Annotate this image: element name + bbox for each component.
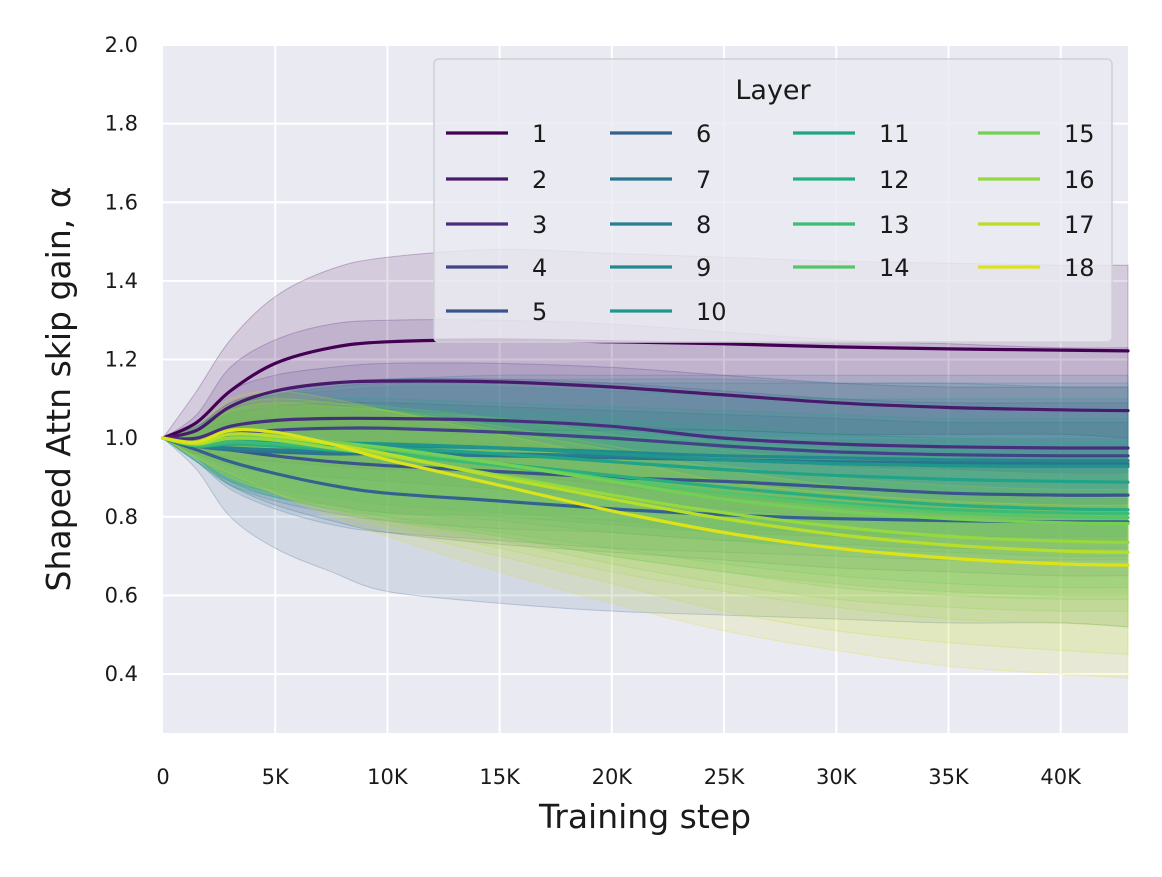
x-tick-label: 40K xyxy=(1040,765,1082,789)
x-tick-label: 25K xyxy=(704,765,746,789)
x-tick-labels: 0 5K 10K 15K 20K 25K 30K 35K 40K xyxy=(156,765,1082,789)
line-layer-18 xyxy=(161,427,1130,567)
legend-label-11: 11 xyxy=(879,120,910,148)
y-tick-label: 0.8 xyxy=(105,505,138,529)
series-lines xyxy=(161,338,1130,567)
legend-label-3: 3 xyxy=(532,211,547,239)
legend-label-8: 8 xyxy=(696,211,711,239)
legend-label-14: 14 xyxy=(879,254,910,282)
x-tick-label: 10K xyxy=(367,765,409,789)
y-axis-title: Shaped Attn skip gain, α xyxy=(39,187,78,592)
y-tick-label: 1.4 xyxy=(105,269,138,293)
line-layer-16 xyxy=(161,436,1130,544)
x-tick-label: 15K xyxy=(479,765,521,789)
y-tick-label: 1.0 xyxy=(105,426,138,450)
y-tick-label: 0.6 xyxy=(105,583,138,607)
line-layer-2 xyxy=(161,379,1130,440)
legend-label-15: 15 xyxy=(1064,120,1095,148)
legend-label-9: 9 xyxy=(696,254,711,282)
legend-label-6: 6 xyxy=(696,120,711,148)
x-tick-label: 5K xyxy=(262,765,290,789)
x-tick-label: 0 xyxy=(156,765,169,789)
legend-label-18: 18 xyxy=(1064,254,1095,282)
y-tick-label: 0.4 xyxy=(105,662,138,686)
line-layer-17 xyxy=(161,432,1130,554)
legend-label-4: 4 xyxy=(532,254,547,282)
legend-label-2: 2 xyxy=(532,166,547,194)
x-axis-title: Training step xyxy=(538,797,751,836)
y-tick-label: 1.6 xyxy=(105,190,138,214)
legend-box xyxy=(433,58,1113,343)
legend-label-1: 1 xyxy=(532,120,547,148)
legend-label-17: 17 xyxy=(1064,211,1095,239)
legend-label-5: 5 xyxy=(532,298,547,326)
x-tick-label: 35K xyxy=(928,765,970,789)
y-tick-label: 1.8 xyxy=(105,112,138,136)
y-tick-labels: 0.4 0.6 0.8 1.0 1.2 1.4 1.6 1.8 2.0 xyxy=(105,33,138,686)
y-tick-label: 2.0 xyxy=(105,33,138,57)
legend-label-13: 13 xyxy=(879,211,910,239)
line-layer-12 xyxy=(161,436,1130,512)
x-tick-label: 30K xyxy=(816,765,858,789)
line-layer-6 xyxy=(161,436,1130,524)
legend-title: Layer xyxy=(735,75,811,106)
y-tick-label: 1.2 xyxy=(105,348,138,372)
legend-label-16: 16 xyxy=(1064,166,1095,194)
line-layer-3 xyxy=(161,416,1130,450)
legend-label-12: 12 xyxy=(879,166,910,194)
x-tick-label: 20K xyxy=(592,765,634,789)
legend-label-10: 10 xyxy=(696,298,727,326)
legend-label-7: 7 xyxy=(696,166,711,194)
